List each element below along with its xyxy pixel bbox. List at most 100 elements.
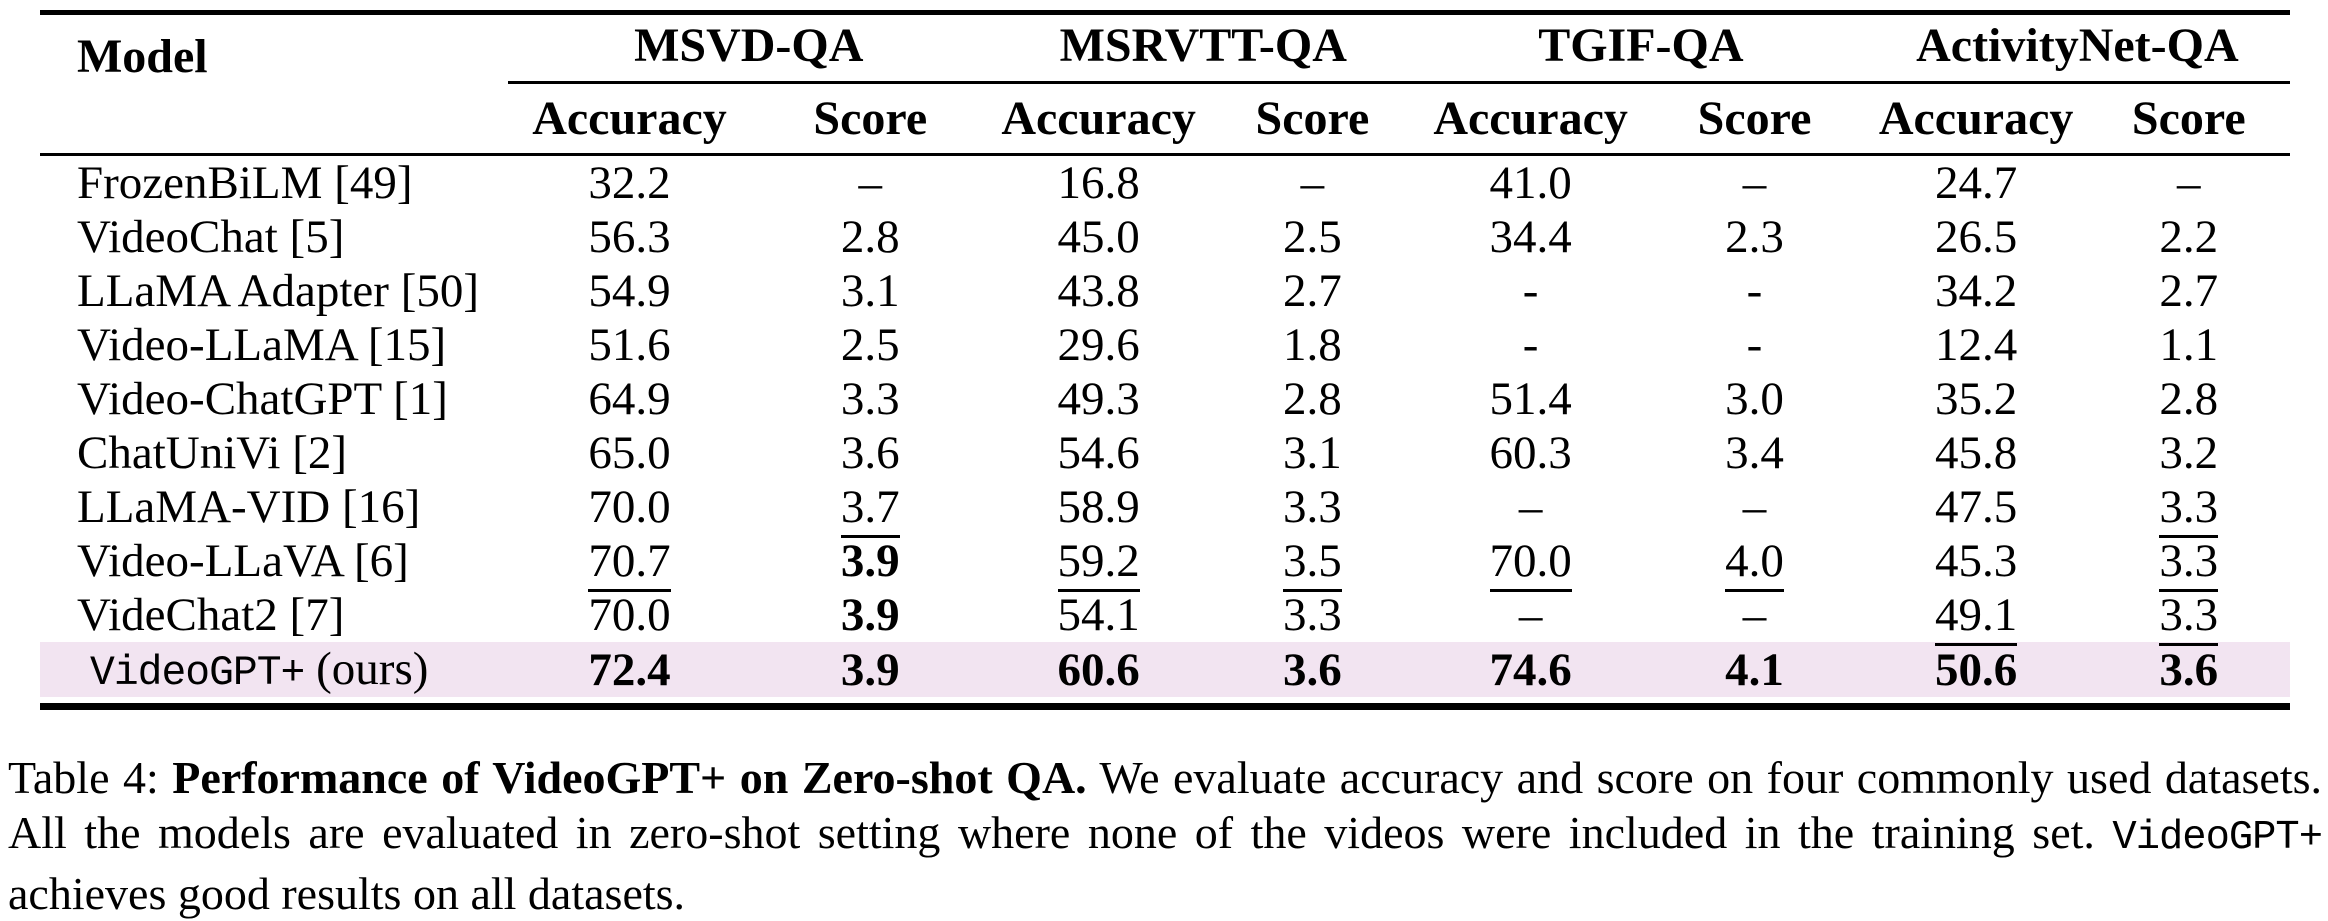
- model-name-text: Video-ChatGPT [1]: [77, 373, 448, 425]
- value-cell: 2.2: [2088, 210, 2291, 264]
- column-header-accuracy: Accuracy: [1417, 82, 1645, 156]
- value-cell: 45.0: [990, 210, 1208, 264]
- value-cell: -: [1644, 264, 1865, 318]
- value: –: [858, 157, 883, 209]
- value: 26.5: [1935, 211, 2018, 263]
- value-cell: 35.2: [1865, 372, 2088, 426]
- value-cell: 47.5: [1865, 480, 2088, 534]
- column-group-msrvtt-qa: MSRVTT-QA: [989, 12, 1417, 84]
- caption-label: Table 4:: [8, 752, 173, 803]
- model-name-cell: VideoChat [5]: [40, 210, 508, 264]
- caption-title: Performance of VideoGPT+ on Zero-shot QA…: [172, 752, 1087, 803]
- value-cell: 16.8: [990, 155, 1208, 211]
- column-group-activitynet-qa: ActivityNet-QA: [1864, 12, 2290, 84]
- results-table: Model MSVD-QA MSRVTT-QA TGIF-QA Activity…: [40, 10, 2290, 697]
- value: 70.0: [1489, 535, 1572, 592]
- value: -: [1522, 319, 1539, 371]
- value-cell: 2.8: [1208, 372, 1417, 426]
- value: 3.6: [2159, 643, 2219, 696]
- value-cell: 2.7: [1208, 264, 1417, 318]
- value-cell: 70.0: [508, 588, 751, 642]
- value-cell: 2.5: [1208, 210, 1417, 264]
- model-name-text: VideoChat [5]: [77, 211, 345, 263]
- value: 58.9: [1057, 481, 1140, 533]
- value: 3.2: [2159, 427, 2219, 479]
- value-cell: 54.6: [990, 426, 1208, 480]
- value: 2.5: [1283, 211, 1342, 263]
- value-cell: 12.4: [1865, 318, 2088, 372]
- column-header-accuracy: Accuracy: [508, 82, 751, 156]
- value: 51.4: [1489, 373, 1572, 425]
- table-row: Video-LLaVA [6] 70.7 3.9 59.2 3.5 70.0 4.0 45.3…: [40, 534, 2291, 592]
- model-name-cell: LLaMA Adapter [50]: [40, 264, 508, 318]
- model-name-cell: Video-LLaVA [6]: [40, 534, 508, 588]
- value-cell: 3.3: [1208, 588, 1417, 642]
- value: 54.9: [588, 265, 671, 317]
- table-row: ChatUniVi [2] 65.0 3.6 54.6 3.1 60.3 3.4 45.8 3.…: [40, 426, 2290, 480]
- value: 3.9: [840, 589, 900, 641]
- value-cell: 29.6: [990, 318, 1208, 372]
- value-cell: 24.7: [1865, 155, 2088, 211]
- column-header-accuracy: Accuracy: [989, 82, 1208, 156]
- value-cell: 41.0: [1417, 155, 1644, 211]
- value-cell: –: [1208, 155, 1417, 211]
- value-cell: 4.0: [1644, 534, 1865, 592]
- header-subheader-row: Accuracy Score Accuracy Score Accuracy S…: [40, 82, 2290, 156]
- value: –: [2177, 157, 2201, 209]
- value: 3.3: [2159, 535, 2219, 592]
- value: 2.7: [1283, 265, 1342, 317]
- value-cell: 1.1: [2088, 318, 2291, 372]
- table-row: LLaMA Adapter [50] 54.9 3.1 43.8 2.7 - - 34.2 2.…: [40, 264, 2290, 318]
- table-row: VideChat2 [7] 70.0 3.9 54.1 3.3 – – 49.1 3.3: [40, 588, 2290, 646]
- value-cell: 3.9: [751, 534, 990, 588]
- value: -: [1746, 265, 1763, 317]
- caption-body: We evaluate accuracy and score on four c…: [8, 752, 2323, 858]
- value: 2.5: [840, 319, 900, 371]
- model-name-cell: VideChat2 [7]: [40, 588, 508, 642]
- value-cell: 43.8: [990, 264, 1208, 318]
- value-cell: 4.1: [1644, 642, 1865, 697]
- model-name-text: Video-LLaVA [6]: [77, 535, 409, 587]
- value-cell: 32.2: [508, 155, 751, 211]
- table-caption: Table 4: Performance of VideoGPT+ on Zer…: [8, 750, 2323, 921]
- value: 51.6: [588, 319, 671, 371]
- value-cell: 3.3: [2088, 534, 2291, 592]
- model-name-text: LLaMA Adapter [50]: [77, 265, 480, 317]
- value: 3.9: [840, 535, 900, 587]
- value: 4.0: [1725, 535, 1784, 592]
- value: 3.3: [840, 373, 900, 425]
- value-cell: 70.0: [1417, 534, 1644, 592]
- value: 45.8: [1935, 427, 2018, 479]
- value-cell: 60.6: [989, 642, 1208, 697]
- table-body: FrozenBiLM [49] 32.2–16.8–41.0–24.7– Video…: [40, 155, 2291, 697]
- value: 34.2: [1935, 265, 2018, 317]
- value-cell: 72.4: [508, 642, 751, 697]
- model-name-text: ChatUniVi [2]: [77, 427, 347, 479]
- value: 3.9: [840, 643, 900, 696]
- value-cell: 26.5: [1865, 210, 2088, 264]
- value-cell: 2.8: [751, 210, 990, 264]
- column-header-score: Score: [1207, 82, 1417, 156]
- value-cell: 58.9: [990, 480, 1208, 534]
- value: 35.2: [1935, 373, 2018, 425]
- column-header-model: Model: [40, 12, 508, 156]
- value: 3.1: [1283, 427, 1342, 479]
- value-cell: -: [1417, 264, 1644, 318]
- value-cell: 34.2: [1865, 264, 2088, 318]
- value: 3.3: [1283, 481, 1342, 533]
- value: 2.3: [1725, 211, 1784, 263]
- value: 60.6: [1057, 643, 1140, 696]
- model-name-text: VideChat2 [7]: [77, 589, 345, 641]
- value: 43.8: [1057, 265, 1140, 317]
- column-header-score: Score: [2087, 82, 2290, 156]
- value: 3.7: [840, 481, 900, 538]
- value-cell: 3.3: [2088, 480, 2291, 538]
- value-cell: 3.7: [751, 480, 990, 538]
- value: 2.7: [2159, 265, 2219, 317]
- table-row: VideoChat [5] 56.3 2.8 45.0 2.5 34.4 2.3 26.5 2.…: [40, 210, 2290, 264]
- value-cell: 3.6: [1207, 642, 1417, 697]
- value: –: [1518, 481, 1543, 533]
- value: 34.4: [1489, 211, 1572, 263]
- value-cell: 3.3: [751, 372, 990, 426]
- value-cell: 34.4: [1417, 210, 1644, 264]
